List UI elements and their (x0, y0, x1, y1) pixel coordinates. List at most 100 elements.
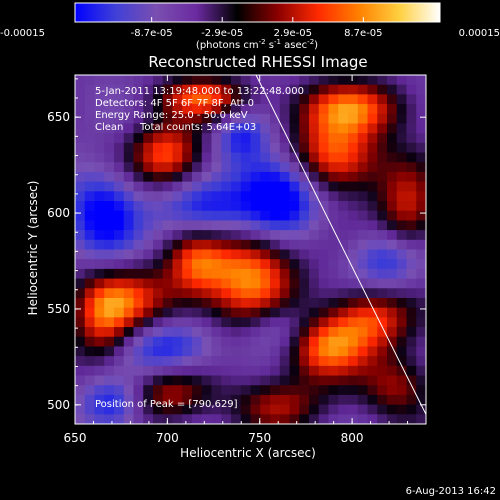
heatmap-cell (396, 394, 408, 406)
heatmap-cell (348, 94, 359, 105)
heatmap-cell (406, 268, 417, 280)
heatmap-cell (270, 336, 281, 348)
heatmap-cell (123, 394, 135, 406)
heatmap-cell (387, 142, 398, 154)
heatmap-cell (240, 201, 252, 212)
heatmap-cell (260, 201, 271, 212)
heatmap-cell (328, 346, 339, 357)
annotation-time: 5-Jan-2011 13:19:48.000 to 13:22:48.000 (95, 86, 304, 97)
heatmap-cell (279, 162, 291, 173)
heatmap-cell (211, 201, 222, 212)
heatmap-cell (270, 84, 281, 95)
heatmap-cell (104, 84, 115, 95)
heatmap-cell (162, 152, 174, 163)
heatmap-cell (221, 249, 232, 260)
heatmap-cell (231, 259, 242, 270)
heatmap-cell (377, 142, 388, 154)
heatmap-cell (377, 375, 388, 386)
heatmap-cell (172, 268, 183, 280)
heatmap-cell (133, 297, 144, 309)
heatmap-cell (211, 249, 222, 260)
heatmap-cell (406, 210, 417, 222)
heatmap-cell (328, 317, 339, 328)
heatmap-cell (309, 191, 320, 202)
heatmap-cell (416, 220, 426, 231)
heatmap-cell (211, 171, 222, 183)
heatmap-cell (357, 152, 369, 163)
heatmap-cell (192, 201, 203, 212)
heatmap-cell (406, 123, 417, 134)
heatmap-cell (201, 220, 213, 231)
heatmap-cell (367, 346, 378, 357)
heatmap-cell (104, 75, 115, 86)
heatmap-cell (250, 191, 261, 202)
heatmap-cell (387, 327, 398, 338)
heatmap-cell (114, 84, 125, 95)
heatmap-cell (123, 84, 135, 95)
heatmap-cell (387, 414, 398, 424)
heatmap-cell (162, 268, 174, 280)
heatmap-cell (143, 191, 154, 202)
heatmap-cell (211, 191, 222, 202)
heatmap-cell (328, 133, 339, 144)
heatmap-cell (182, 259, 193, 270)
heatmap-cell (318, 94, 330, 105)
heatmap-cell (348, 297, 359, 309)
heatmap-cell (153, 394, 164, 406)
heatmap-cell (133, 142, 144, 154)
heatmap-cell (328, 220, 339, 231)
heatmap-cell (143, 75, 154, 86)
heatmap-cell (123, 181, 135, 192)
heatmap-cell (231, 394, 242, 406)
heatmap-cell (416, 94, 426, 105)
heatmap-cell (357, 385, 369, 396)
heatmap-cell (123, 104, 135, 115)
heatmap-cell (250, 210, 261, 222)
heatmap-cell (387, 288, 398, 299)
heatmap-cell (309, 239, 320, 251)
heatmap-cell (396, 356, 408, 367)
heatmap-cell (104, 230, 115, 241)
heatmap-cell (250, 375, 261, 386)
heatmap-cell (260, 394, 271, 406)
heatmap-cell (172, 365, 183, 377)
heatmap-cell (416, 268, 426, 280)
heatmap-cell (211, 133, 222, 144)
heatmap-cell (201, 152, 213, 163)
heatmap-cell (75, 317, 86, 328)
heatmap-cell (357, 230, 369, 241)
heatmap-cell (153, 307, 164, 318)
heatmap-cell (211, 278, 222, 289)
heatmap-cell (416, 385, 426, 396)
heatmap-cell (416, 297, 426, 309)
heatmap-cell (240, 123, 252, 134)
heatmap-cell (201, 317, 213, 328)
heatmap-cell (416, 307, 426, 318)
heatmap-cell (192, 404, 203, 415)
heatmap-cell (377, 191, 388, 202)
heatmap-cell (75, 297, 86, 309)
heatmap-cell (387, 113, 398, 125)
heatmap-cell (299, 365, 310, 377)
heatmap-cell (94, 84, 105, 95)
heatmap-cell (318, 385, 330, 396)
heatmap-cell (94, 365, 105, 377)
heatmap-cell (231, 113, 242, 125)
heatmap-cell (416, 288, 426, 299)
heatmap-cell (221, 414, 232, 424)
heatmap-cell (260, 171, 271, 183)
heatmap-cell (367, 249, 378, 260)
heatmap-cell (221, 317, 232, 328)
heatmap-cell (182, 356, 193, 367)
heatmap-cell (231, 288, 242, 299)
annotation-energy: Energy Range: 25.0 - 50.0 keV (95, 110, 248, 121)
heatmap-cell (211, 297, 222, 309)
heatmap-cell (182, 307, 193, 318)
heatmap-cell (396, 375, 408, 386)
heatmap-cell (299, 75, 310, 86)
heatmap-cell (348, 133, 359, 144)
heatmap-cell (299, 210, 310, 222)
heatmap-cell (396, 230, 408, 241)
heatmap-cell (84, 162, 96, 173)
heatmap-cell (192, 414, 203, 424)
